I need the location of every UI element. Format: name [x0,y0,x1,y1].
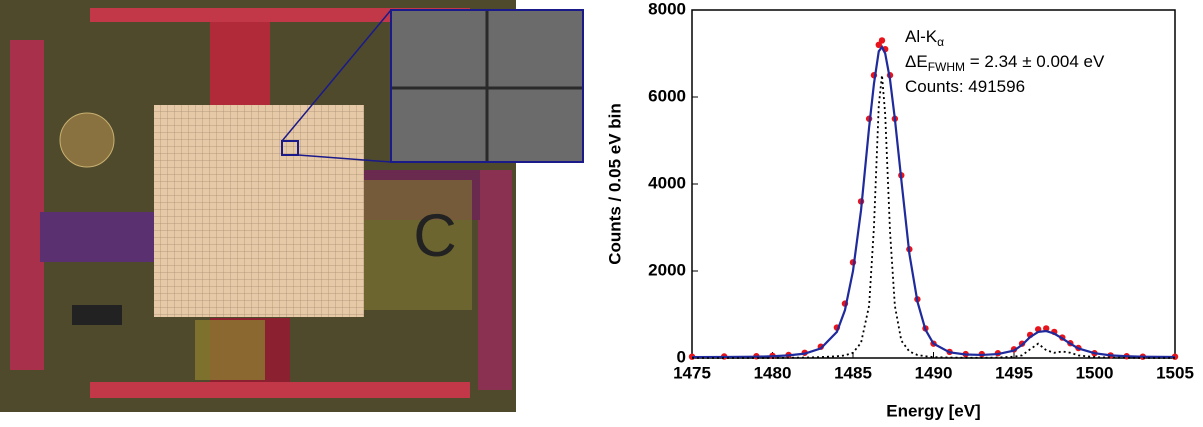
figure: C 14751480148514901495150015050200040006… [0,0,1203,427]
x-tick-label: 1505 [1156,363,1194,382]
annotation-text: Counts: 491596 [905,77,1025,96]
x-tick-label: 1495 [995,363,1033,382]
wire-bundle [90,382,470,398]
y-tick-label: 2000 [648,260,686,279]
wire-bundle [40,212,155,262]
y-tick-label: 8000 [648,0,686,18]
x-tick-label: 1490 [915,363,953,382]
y-tick-label: 6000 [648,86,686,105]
y-axis-label: Counts / 0.05 eV bin [605,103,624,265]
y-tick-label: 0 [677,347,686,366]
annotation-subscript: FWHM [928,60,965,74]
yellow-region [195,320,265,380]
wire-bundle [210,22,270,107]
annotation-text: = 2.34 ± 0.004 eV [965,52,1105,71]
pad [72,305,122,325]
annotation: Counts: 491596 [905,77,1025,96]
wire-bundle [10,40,44,370]
logo [60,113,114,167]
chip-photo: C [0,0,583,412]
x-tick-label: 1480 [754,363,792,382]
annotation-text: Al-K [905,27,938,46]
x-tick-label: 1485 [834,363,872,382]
x-axis-label: Energy [eV] [886,401,980,420]
page: C 14751480148514901495150015050200040006… [0,0,1203,427]
y-tick-label: 4000 [648,173,686,192]
letter-mark: C [413,202,456,269]
annotation: Al-Kα [905,27,944,49]
pixel-grid [154,105,364,317]
annotation-subscript: α [937,35,944,49]
series-line [692,75,1175,358]
wire-bundle [478,170,512,390]
annotation: ΔEFWHM = 2.34 ± 0.004 eV [905,52,1105,74]
data-point [879,37,885,43]
annotation-text: ΔE [905,52,928,71]
x-tick-label: 1500 [1076,363,1114,382]
